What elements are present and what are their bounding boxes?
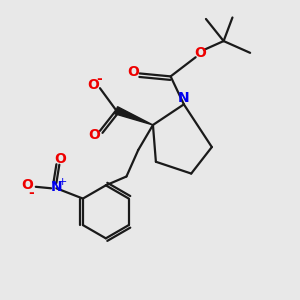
Text: -: - — [97, 72, 102, 86]
Text: O: O — [88, 78, 99, 92]
Text: O: O — [89, 128, 100, 142]
Text: N: N — [178, 91, 190, 105]
Text: -: - — [28, 186, 34, 200]
Polygon shape — [115, 107, 153, 125]
Text: O: O — [21, 178, 33, 192]
Text: O: O — [194, 46, 206, 60]
Text: N: N — [51, 180, 62, 194]
Text: O: O — [127, 65, 139, 79]
Text: +: + — [58, 177, 67, 187]
Text: O: O — [54, 152, 66, 167]
